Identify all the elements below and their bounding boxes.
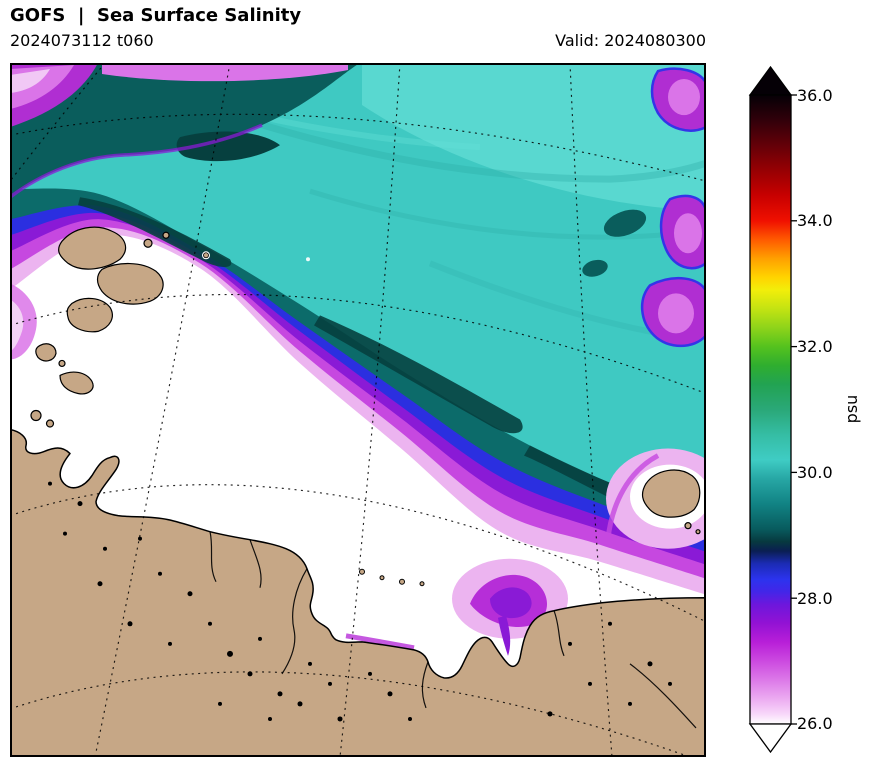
colorbar-tick-label: 28.0 [797, 589, 833, 608]
parallel-line [10, 113, 706, 182]
colorbar-tick-label: 34.0 [797, 211, 833, 230]
land [10, 226, 706, 757]
colorbar-tick-marks [791, 94, 797, 725]
colorbar-arrow-up [748, 65, 793, 96]
inland-water-marks [48, 481, 697, 729]
meridian-line [10, 63, 106, 182]
colorbar-tick-label: 36.0 [797, 86, 833, 105]
topleft-darker-blob [176, 131, 280, 162]
valid-time-label: Valid: 2024080300 [555, 31, 706, 50]
map-plot [10, 63, 706, 757]
right-edge-island [641, 469, 701, 535]
plot-title: GOFS | Sea Surface Salinity [10, 5, 302, 26]
subtitle-row: 2024073112 t060 Valid: 2024080300 [10, 31, 706, 50]
topleft-purple-fringe [10, 123, 263, 199]
archipelago-upper-left [30, 226, 170, 428]
coastal-islets [359, 568, 425, 587]
colorbar [748, 62, 800, 760]
colorbar-tick-label: 30.0 [797, 463, 833, 482]
meridian-line [94, 63, 231, 757]
colorbar-tick-label: 32.0 [797, 337, 833, 356]
colorbar-unit-label: psu [842, 394, 861, 424]
meridian-line [339, 63, 401, 757]
map-border [10, 63, 706, 757]
ocean-light-patch [362, 63, 706, 212]
parallel-line [10, 671, 691, 757]
graticule [10, 63, 706, 757]
colorbar-arrow-down [748, 723, 793, 754]
top-edge-magenta-streak [102, 63, 348, 82]
model-run-label: 2024073112 t060 [10, 31, 154, 50]
colorbar-tick-label: 26.0 [797, 714, 833, 733]
islet-dot [203, 252, 209, 259]
right-edge-magenta-pockets [582, 67, 706, 348]
colorbar-gradient-bar [749, 94, 792, 725]
topleft-corner-features [10, 63, 360, 199]
meridian-line [569, 63, 613, 757]
topleft-dark-band [10, 63, 360, 198]
mainland-coast [10, 428, 706, 757]
